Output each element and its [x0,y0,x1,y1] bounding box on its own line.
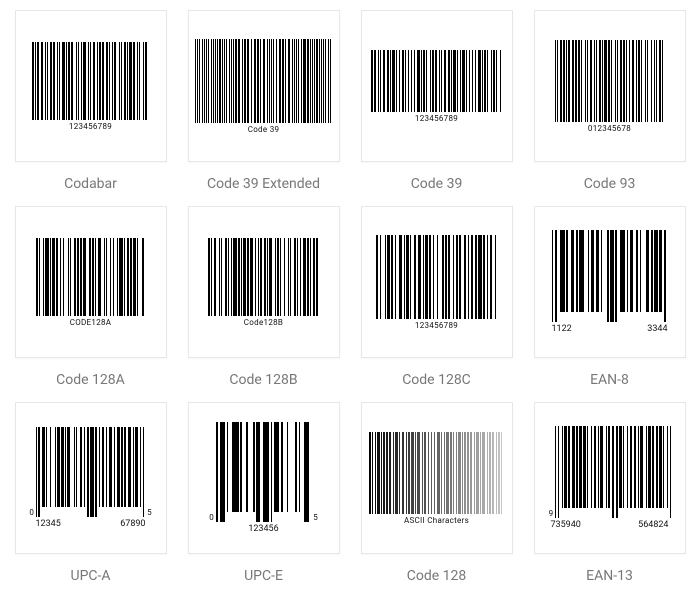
barcode-grid: 123456789 Codabar Code 39 Code 39 Extended 1… [12,10,688,584]
barcode-subtext: Code 39 [248,125,280,134]
barcode-subtext: ASCII Characters [404,516,469,525]
barcode-subtext: 123456789 [415,114,458,123]
barcode-wrap: Code 39 [197,39,331,134]
barcode-wrap: 9 735940 564824 [543,426,677,530]
barcode-subtext: Code128B [244,318,283,327]
barcode [369,432,505,514]
barcode-side-left: 0 [29,508,34,517]
barcode-cell: 0 5 123456 UPC-E [185,402,342,584]
barcode-wrap: 123456789 [370,50,504,123]
barcode [32,42,150,120]
barcode-caption: Code 39 Extended [207,176,320,192]
barcode-caption: UPC-E [244,568,283,584]
barcode-caption: Code 128 [407,568,467,584]
barcode-cell: 0 5 12345 67890 UPC-A [12,402,169,584]
barcode-segments: 735940 564824 [551,520,669,530]
barcode-card: 123456789 [361,206,513,358]
barcode-caption: Code 128A [56,372,125,388]
barcode-wrap: 1122 3344 [543,230,677,334]
barcode-caption: Codabar [64,176,117,192]
barcode-cell: 123456789 Code 39 [358,10,515,192]
barcode-card: 123456789 [361,10,513,162]
barcode-subtext: 123456789 [69,122,112,131]
barcode [371,50,502,112]
barcode-card: 012345678 [534,10,686,162]
barcode [36,427,145,517]
barcode-card: ASCII Characters [361,402,513,554]
barcode-wrap: 123456789 [370,235,504,330]
barcode-segment: 12345 [36,519,61,529]
barcode-caption: UPC-A [70,568,110,584]
barcode-wrap: 012345678 [543,40,677,133]
barcode-wrap: 0 5 123456 [197,422,331,534]
barcode-caption: Code 39 [411,176,463,192]
barcode [208,238,319,316]
barcode-wrap: ASCII Characters [370,432,504,525]
barcode-card: Code 39 [188,10,340,162]
barcode-card: Code128B [188,206,340,358]
barcode-side-left: 9 [549,509,554,518]
barcode-caption: Code 128C [402,372,471,388]
barcode-cell: ASCII Characters Code 128 [358,402,515,584]
barcode-card: 0 5 12345 67890 [15,402,167,554]
barcode-cell: 1122 3344 EAN-8 [531,206,688,388]
barcode-cell: 123456789 Code 128C [358,206,515,388]
barcode-card: 0 5 123456 [188,402,340,554]
barcode-card: 9 735940 564824 [534,402,686,554]
barcode-side-right: 5 [313,513,318,522]
barcode-card: 1122 3344 [534,206,686,358]
barcode-subtext: CODE128A [70,318,112,327]
barcode-cell: 9 735940 564824 EAN-13 [531,402,688,584]
barcode-caption: Code 93 [584,176,636,192]
barcode-caption: EAN-13 [586,568,633,584]
barcode-cell: Code128B Code 128B [185,206,342,388]
barcode-segments: 1122 3344 [552,324,668,334]
barcode-card: CODE128A [15,206,167,358]
barcode-caption: EAN-8 [590,372,629,388]
barcode-segment: 1122 [552,324,572,334]
barcode-segments: 12345 67890 [36,519,146,529]
barcode-cell: 123456789 Codabar [12,10,169,192]
barcode [36,238,146,316]
barcode [216,422,312,522]
barcode-segment: 123456 [248,524,278,534]
barcode-segment: 564824 [638,520,668,530]
barcode-segment: 3344 [647,324,667,334]
barcode-subtext: 012345678 [588,124,631,133]
barcode-segment: 735940 [551,520,581,530]
barcode [376,235,498,319]
barcode-wrap: Code128B [197,238,331,327]
barcode-cell: CODE128A Code 128A [12,206,169,388]
barcode-side-right: 5 [147,508,152,517]
barcode-subtext: 123456789 [415,321,458,330]
barcode-segments: 123456 [216,524,312,534]
barcode [555,40,665,122]
barcode [195,39,332,123]
barcode-card: 123456789 [15,10,167,162]
barcode-cell: Code 39 Code 39 Extended [185,10,342,192]
barcode [552,230,668,322]
barcode-segment: 67890 [120,519,145,529]
barcode [555,426,672,518]
barcode-caption: Code 128B [229,372,297,388]
barcode-wrap: 123456789 [24,42,158,131]
barcode-wrap: CODE128A [24,238,158,327]
barcode-side-left: 0 [209,513,214,522]
barcode-wrap: 0 5 12345 67890 [24,427,158,529]
barcode-cell: 012345678 Code 93 [531,10,688,192]
